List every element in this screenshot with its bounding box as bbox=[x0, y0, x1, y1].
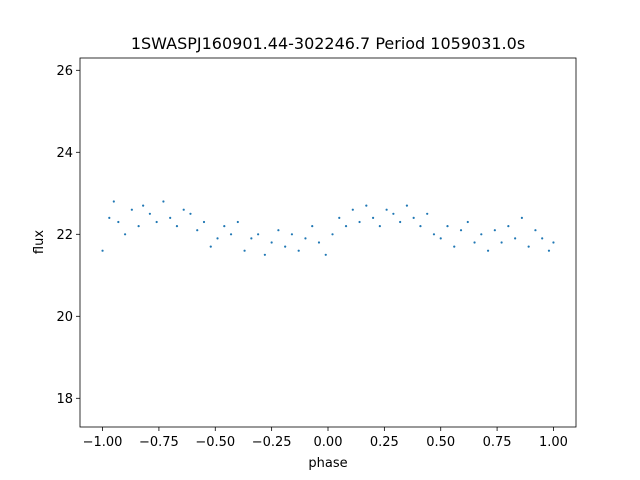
y-tick-label: 24 bbox=[56, 146, 73, 161]
data-point bbox=[541, 237, 544, 240]
data-points bbox=[101, 200, 555, 256]
data-point bbox=[493, 229, 496, 232]
y-tick-label: 26 bbox=[56, 64, 73, 79]
data-point bbox=[290, 233, 294, 236]
data-point bbox=[486, 249, 490, 252]
data-point bbox=[426, 212, 429, 215]
data-point bbox=[277, 229, 280, 232]
data-point bbox=[123, 233, 127, 236]
data-point bbox=[169, 216, 172, 219]
data-point bbox=[459, 229, 463, 232]
data-point bbox=[324, 253, 327, 256]
data-point bbox=[101, 249, 104, 252]
data-point bbox=[148, 212, 151, 215]
data-point bbox=[317, 241, 321, 244]
data-point bbox=[500, 241, 503, 244]
x-axis-label: phase bbox=[308, 456, 347, 471]
data-point bbox=[399, 220, 402, 224]
x-tick-label: 0.75 bbox=[483, 435, 512, 450]
data-point bbox=[209, 245, 212, 248]
data-point bbox=[229, 233, 233, 236]
data-point bbox=[182, 208, 185, 211]
x-tick-label: 1.00 bbox=[539, 435, 568, 450]
x-axis: −1.00 −0.75 −0.50 −0.25 0.00 0.25 0.50 0.75 1.00 bbox=[83, 427, 568, 450]
data-point bbox=[480, 233, 483, 236]
x-tick-label: 0.50 bbox=[426, 435, 455, 450]
x-tick-label: −0.75 bbox=[139, 435, 179, 450]
data-point bbox=[304, 237, 307, 240]
data-point bbox=[108, 216, 111, 219]
x-tick-label: 0.00 bbox=[314, 435, 343, 450]
data-point bbox=[196, 229, 199, 232]
data-point bbox=[112, 200, 115, 203]
data-point bbox=[223, 225, 226, 228]
data-point bbox=[552, 241, 555, 244]
data-point bbox=[453, 245, 456, 248]
data-point bbox=[412, 216, 415, 219]
data-point bbox=[243, 249, 246, 252]
data-point bbox=[473, 241, 476, 244]
data-point bbox=[216, 237, 219, 240]
data-point bbox=[189, 212, 192, 215]
data-point bbox=[270, 241, 273, 244]
y-axis: 18 20 22 24 26 bbox=[56, 64, 80, 407]
chart-title: 1SWASPJ160901.44-302246.7 Period 1059031… bbox=[131, 34, 525, 53]
y-tick-label: 22 bbox=[56, 228, 73, 243]
x-tick-label: −0.50 bbox=[195, 435, 235, 450]
data-point bbox=[263, 253, 266, 256]
data-point bbox=[534, 229, 537, 232]
data-point bbox=[446, 225, 449, 228]
data-point bbox=[365, 204, 368, 207]
data-point bbox=[331, 233, 334, 236]
x-tick-label: −0.25 bbox=[252, 435, 292, 450]
data-point bbox=[547, 249, 551, 252]
data-point bbox=[297, 249, 300, 252]
data-point bbox=[371, 216, 375, 219]
data-point bbox=[466, 220, 469, 224]
data-point bbox=[527, 245, 530, 248]
data-point bbox=[236, 220, 239, 224]
data-point bbox=[257, 233, 260, 236]
data-point bbox=[137, 225, 140, 228]
data-point bbox=[514, 237, 517, 240]
data-point bbox=[250, 237, 253, 240]
data-point bbox=[419, 225, 422, 228]
y-tick-label: 18 bbox=[56, 392, 73, 407]
data-point bbox=[142, 204, 145, 207]
data-point bbox=[284, 245, 287, 248]
data-point bbox=[439, 237, 442, 240]
x-tick-label: −1.00 bbox=[83, 435, 123, 450]
data-point bbox=[432, 233, 436, 236]
data-point bbox=[338, 216, 341, 219]
data-point bbox=[385, 208, 388, 211]
y-tick-label: 20 bbox=[56, 310, 73, 325]
y-axis-label: flux bbox=[32, 230, 47, 254]
data-point bbox=[358, 220, 361, 224]
x-tick-label: 0.25 bbox=[370, 435, 399, 450]
data-point bbox=[202, 220, 206, 224]
data-point bbox=[130, 208, 133, 211]
data-point bbox=[117, 220, 120, 224]
data-point bbox=[507, 225, 510, 228]
data-point bbox=[520, 216, 523, 219]
data-point bbox=[162, 200, 165, 203]
data-point bbox=[392, 212, 395, 215]
data-point bbox=[175, 225, 179, 228]
data-point bbox=[311, 225, 314, 228]
data-point bbox=[351, 208, 354, 211]
data-point bbox=[405, 204, 409, 207]
data-point bbox=[378, 225, 381, 228]
data-point bbox=[155, 220, 158, 224]
data-point bbox=[344, 225, 348, 228]
